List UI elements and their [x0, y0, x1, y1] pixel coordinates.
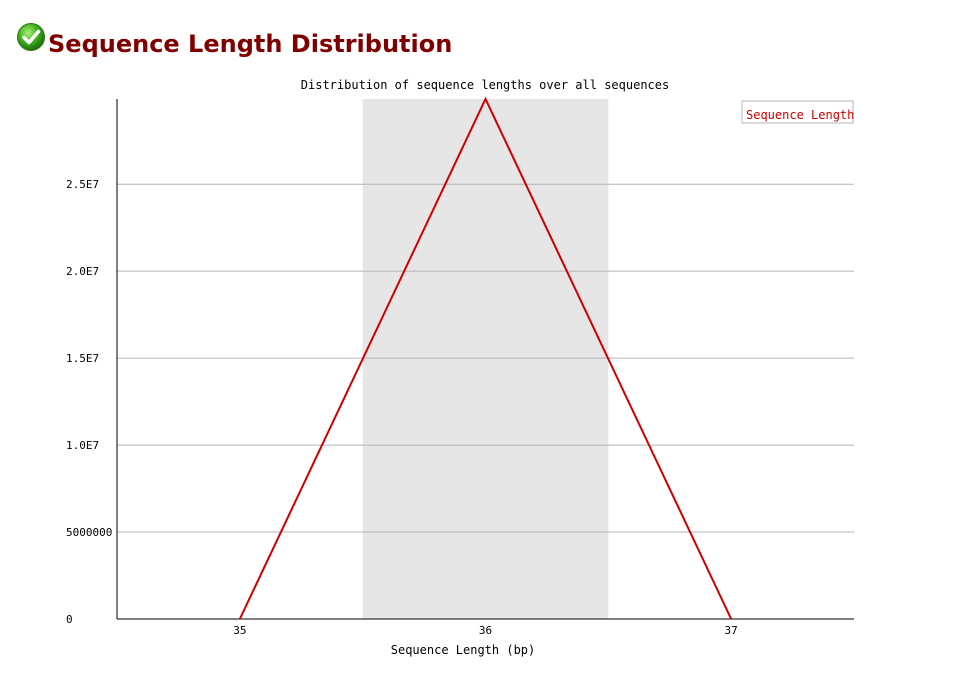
y-tick-label: 1.5E7: [66, 352, 99, 365]
y-tick-label: 2.5E7: [66, 178, 99, 191]
x-tick-labels: 35 36 37: [233, 624, 738, 637]
y-tick-label: 5000000: [66, 526, 112, 539]
chart-title: Distribution of sequence lengths over al…: [301, 78, 669, 92]
legend: Sequence Length: [741, 100, 854, 124]
page-title: Sequence Length Distribution: [48, 30, 453, 58]
highlight-band: [362, 99, 609, 619]
header: Sequence Length Distribution: [16, 22, 452, 62]
y-tick-label: 0: [66, 613, 73, 626]
x-tick-label: 37: [725, 624, 738, 637]
legend-label: Sequence Length: [746, 108, 854, 122]
x-axis-label: Sequence Length (bp): [391, 643, 536, 657]
series-line-sequence-length: [238, 96, 733, 620]
grid-lines: [117, 183, 854, 533]
y-tick-label: 2.0E7: [66, 265, 99, 278]
y-tick-label: 1.0E7: [66, 439, 99, 452]
x-tick-label: 35: [233, 624, 246, 637]
y-tick-labels: 0 5000000 1.0E7 1.5E7 2.0E7 2.5E7: [66, 178, 112, 626]
check-circle-icon: [17, 23, 45, 51]
x-tick-label: 36: [479, 624, 492, 637]
legend-box: [741, 100, 854, 124]
